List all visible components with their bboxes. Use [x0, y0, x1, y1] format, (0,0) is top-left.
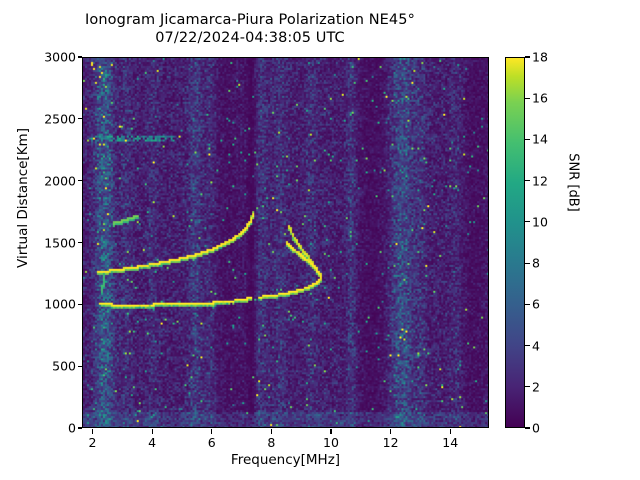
colorbar-tick-label: 4 [532, 338, 540, 354]
chart-title-line1: Ionogram Jicamarca-Piura Polarization NE… [85, 12, 415, 28]
colorbar-gradient [506, 58, 524, 427]
colorbar-label: SNR [dB] [565, 153, 581, 212]
chart-title: Ionogram Jicamarca-Piura Polarization NE… [0, 12, 500, 47]
colorbar-tick-label: 16 [532, 90, 548, 106]
colorbar-tick-mark [525, 386, 530, 388]
x-tick-label: 10 [323, 435, 339, 450]
x-tick-mark [91, 429, 93, 434]
colorbar-ticks: 0 2 4 6 8 10 12 14 16 18 [525, 50, 585, 436]
colorbar-tick-mark [525, 262, 530, 264]
plot-area [82, 57, 489, 428]
x-tick-mark [151, 429, 153, 434]
x-tick-label: 4 [148, 435, 157, 450]
colorbar-tick-mark [525, 180, 530, 182]
y-tick-mark [77, 365, 82, 367]
x-axis-ticks: 2 4 6 8 10 12 14 [82, 429, 489, 459]
colorbar-tick-label: 12 [532, 173, 548, 189]
y-tick-label: 1500 [44, 235, 76, 250]
colorbar-tick-label: 0 [532, 420, 540, 436]
colorbar-tick-mark [525, 345, 530, 347]
y-tick-mark [77, 241, 82, 244]
y-tick-label: 2500 [44, 111, 76, 127]
colorbar-tick-mark [525, 303, 530, 305]
colorbar-tick-label: 8 [532, 255, 540, 271]
x-tick-label: 2 [88, 435, 97, 450]
colorbar-tick-label: 6 [532, 296, 540, 312]
x-tick-mark [330, 429, 332, 434]
colorbar-tick-mark [525, 138, 530, 140]
y-tick-label: 0 [68, 420, 76, 436]
colorbar-tick-label: 2 [532, 379, 540, 395]
y-tick-label: 2000 [44, 173, 76, 189]
y-tick-mark [77, 303, 82, 305]
y-tick-label: 500 [52, 358, 76, 374]
colorbar-tick-label: 14 [532, 131, 548, 147]
x-tick-mark [270, 429, 272, 434]
y-axis-tick-marks [77, 56, 83, 429]
y-tick-mark [77, 180, 82, 182]
x-tick-mark [449, 429, 451, 434]
x-tick-label: 12 [382, 435, 399, 450]
y-tick-label: 1000 [44, 296, 76, 312]
colorbar-tick-mark [525, 56, 530, 58]
x-axis-label: Frequency[MHz] [230, 452, 341, 468]
x-tick-label: 14 [442, 435, 459, 450]
y-tick-mark [77, 56, 82, 58]
x-tick-label: 6 [207, 435, 216, 450]
y-tick-mark [77, 427, 82, 429]
colorbar-tick-mark [525, 221, 530, 223]
x-tick-mark [211, 429, 213, 434]
colorbar-tick-label: 18 [532, 49, 548, 65]
x-tick-mark [390, 429, 392, 434]
chart-title-subtitle: 07/22/2024-04:38:05 UTC [155, 29, 345, 46]
x-tick-label: 8 [267, 435, 276, 450]
colorbar-tick-label: 10 [532, 214, 548, 230]
y-tick-mark [77, 118, 82, 120]
colorbar-tick-mark [525, 97, 530, 99]
y-tick-label: 3000 [44, 49, 76, 65]
colorbar [505, 57, 525, 428]
y-axis-label: Virtual Distance[Km] [15, 128, 31, 268]
ionogram-heatmap [83, 58, 488, 427]
y-axis-tick-labels: 0 500 1000 1500 2000 2500 3000 [0, 50, 76, 436]
colorbar-tick-mark [525, 427, 530, 429]
